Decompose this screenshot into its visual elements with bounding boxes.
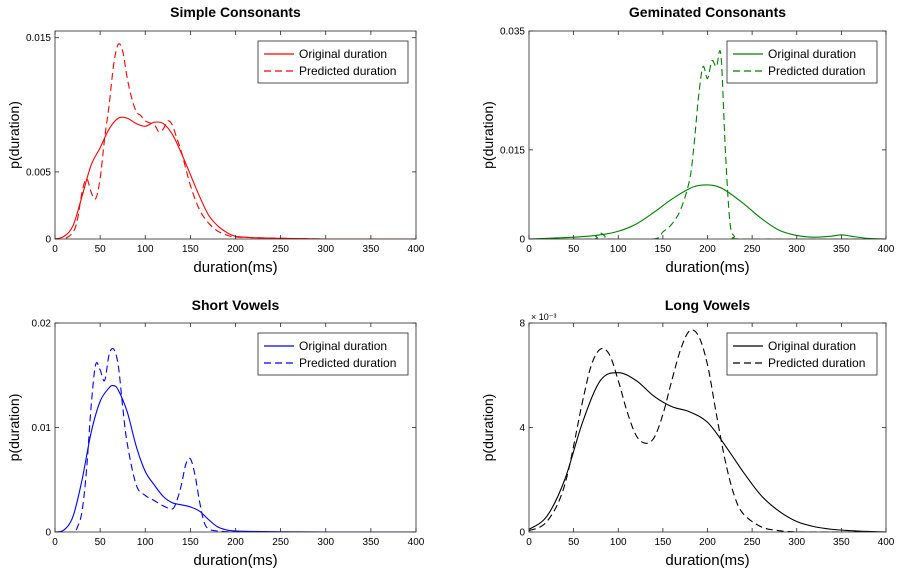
legend-entry: Predicted duration [768,64,865,78]
x-tick-label: 300 [317,244,334,255]
x-tick-label: 350 [363,537,380,548]
x-tick-label: 300 [788,537,805,548]
x-tick-label: 400 [878,537,895,548]
x-tick-label: 300 [317,537,334,548]
chart-panel-3: Short Vowels 0 50 100 150 200 250 300 350 400 0 0.0… [6,297,425,569]
legend-box [257,332,409,376]
y-tick-label: 4 [519,423,525,434]
x-axis-label: duration(ms) [665,552,749,569]
y-axis-label: p(duration) [6,394,22,462]
y-tick-label: 8 [519,319,525,330]
series-line-original [529,372,886,532]
legend-entry: Predicted duration [299,356,396,370]
series-line-original [55,116,416,239]
x-tick-label: 50 [568,537,580,548]
series-line-predicted [529,50,886,239]
x-tick-label: 100 [137,537,154,548]
x-axis-label: duration(ms) [193,259,277,276]
y-tick-label: 0.015 [500,145,525,156]
series-line-original [55,384,416,532]
legend-entry: Predicted duration [299,64,396,78]
x-axis-label: duration(ms) [193,552,277,569]
x-tick-label: 100 [610,244,627,255]
x-tick-label: 0 [526,244,532,255]
legend-entry: Original duration [299,339,387,353]
x-tick-label: 50 [95,244,107,255]
y-tick-label: 0.02 [32,319,52,330]
x-tick-label: 300 [788,244,805,255]
legend: Original duration Predicted duration [257,332,409,376]
legend-entry: Predicted duration [768,356,865,370]
x-tick-label: 150 [655,244,672,255]
x-tick-label: 200 [227,537,244,548]
legend: Original duration Predicted duration [726,40,878,84]
x-tick-label: 350 [363,244,380,255]
x-tick-label: 350 [833,537,850,548]
x-tick-label: 0 [52,537,58,548]
chart-title: Geminated Consonants [629,4,786,20]
x-axis-label: duration(ms) [665,259,749,276]
y-tick-label: 0.035 [500,27,525,38]
y-tick-label: 0 [519,528,525,539]
series-line-original [529,184,886,239]
legend-entry: Original duration [768,339,856,353]
y-tick-label: 0.005 [26,167,51,178]
x-tick-label: 200 [227,244,244,255]
x-tick-label: 0 [52,244,58,255]
x-tick-label: 200 [699,244,716,255]
legend-box [257,40,409,84]
legend: Original duration Predicted duration [257,40,409,84]
chart-title: Simple Consonants [170,4,301,20]
x-tick-label: 250 [744,244,761,255]
x-tick-label: 50 [95,537,107,548]
y-tick-label: 0 [45,235,51,246]
chart-title: Long Vowels [665,297,751,313]
legend-box [726,40,878,84]
legend-entry: Original duration [299,47,387,61]
legend: Original duration Predicted duration [726,332,878,376]
y-tick-label: 0 [45,528,51,539]
y-tick-label: 0.01 [32,423,52,434]
legend-entry: Original duration [768,47,856,61]
y-tick-label: 0.015 [26,33,51,44]
x-tick-label: 0 [526,537,532,548]
y-tick-label: 0 [519,235,525,246]
y-axis-label: p(duration) [6,101,22,169]
y-axis-label: p(duration) [480,101,496,169]
x-tick-label: 250 [744,537,761,548]
x-tick-label: 250 [272,537,289,548]
series-line-predicted [55,347,416,532]
x-tick-label: 100 [137,244,154,255]
x-tick-label: 400 [408,537,425,548]
chart-title: Short Vowels [192,297,280,313]
x-tick-label: 250 [272,244,289,255]
chart-panel-2: Geminated Consonants 0 50 100 150 200 250 300 35… [480,4,895,276]
series-line-predicted [529,329,886,532]
x-tick-label: 150 [655,537,672,548]
chart-panel-4: Long Vowels 0 50 100 150 200 250 300 350 400 0 4 8 × … [480,297,895,569]
legend-box [726,332,878,376]
x-tick-label: 100 [610,537,627,548]
x-tick-label: 150 [182,244,199,255]
x-tick-label: 50 [568,244,580,255]
series-line-predicted [55,43,416,239]
x-tick-label: 150 [182,537,199,548]
x-tick-label: 200 [699,537,716,548]
x-tick-label: 350 [833,244,850,255]
x-tick-label: 400 [878,244,895,255]
y-axis-label: p(duration) [480,394,496,462]
x-tick-label: 400 [408,244,425,255]
chart-panel-1: Simple Consonants 0 50 100 150 200 250 300 350 40… [6,4,425,276]
y-axis-exponent: × 10⁻³ [531,312,557,322]
